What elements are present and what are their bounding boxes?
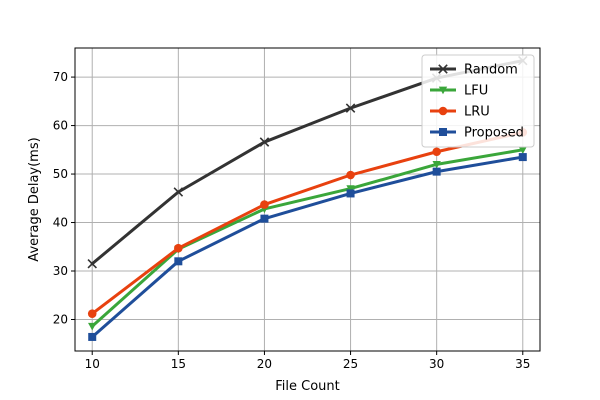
- legend-marker: [438, 86, 448, 95]
- y-tick-label: 20: [53, 312, 68, 326]
- legend: Random LFU LRU Proposed: [421, 54, 535, 148]
- legend-label: LRU: [464, 105, 490, 120]
- series-line-lfu: [90, 148, 525, 328]
- legend-marker: [438, 106, 448, 116]
- data-point-proposed: [518, 153, 527, 162]
- data-point-lru: [346, 170, 355, 180]
- data-point-random: [259, 137, 270, 147]
- data-point-lru: [174, 243, 183, 253]
- data-point-proposed: [432, 167, 441, 176]
- legend-marker: [438, 64, 448, 74]
- x-axis-label: File Count: [275, 379, 340, 394]
- y-tick-label: 30: [53, 264, 68, 278]
- legend-label: Proposed: [464, 126, 524, 141]
- data-point-random: [173, 187, 184, 197]
- series-lru: [87, 128, 528, 318]
- data-point-proposed: [346, 189, 355, 198]
- data-point-lfu: [432, 160, 441, 169]
- y-tick-label: 60: [53, 119, 68, 133]
- data-point-lfu: [88, 322, 97, 331]
- legend-box: [421, 54, 535, 148]
- data-point-proposed: [88, 332, 97, 341]
- legend-marker: [439, 128, 447, 136]
- x-tick-label: 15: [171, 357, 186, 371]
- y-tick-label: 50: [53, 167, 68, 181]
- ticks: 10 15 20 25 30 35 20 30 40 50 60 70: [53, 70, 531, 371]
- data-point-random: [87, 258, 97, 269]
- legend-item-lru: LRU: [430, 105, 490, 120]
- y-axis-label: Average Delay(ms): [27, 137, 42, 261]
- x-tick-label: 30: [429, 357, 444, 371]
- data-point-proposed: [260, 214, 269, 223]
- x-tick-label: 35: [515, 357, 530, 371]
- plot-frame: [74, 47, 541, 352]
- legend-item-lfu: LFU: [430, 84, 488, 99]
- data-point-lru: [87, 309, 97, 318]
- legend-item-proposed: Proposed: [430, 126, 524, 141]
- x-tick-label: 10: [85, 357, 100, 371]
- data-point-lfu: [518, 146, 527, 155]
- y-tick-label: 40: [53, 216, 68, 230]
- data-point-lru: [260, 200, 269, 209]
- series-line-proposed: [90, 155, 525, 339]
- data-point-lru: [432, 147, 441, 157]
- legend-item-random: Random: [430, 63, 518, 78]
- data-point-lfu: [346, 185, 355, 193]
- x-tick-label: 20: [257, 357, 272, 371]
- legend-label: LFU: [464, 84, 488, 99]
- x-tick-label: 25: [343, 357, 358, 371]
- legend-label: Random: [464, 63, 518, 78]
- data-point-random: [345, 103, 356, 113]
- series-proposed: [88, 153, 527, 341]
- series-line-lru: [90, 130, 525, 316]
- data-point-proposed: [174, 257, 183, 266]
- y-tick-label: 70: [53, 70, 68, 84]
